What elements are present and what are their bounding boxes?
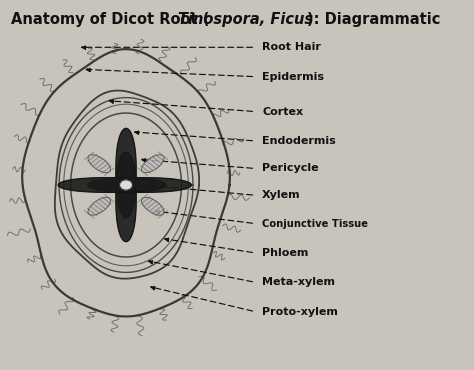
Text: Phloem: Phloem — [262, 248, 309, 258]
Text: Cortex: Cortex — [262, 107, 303, 117]
Ellipse shape — [142, 197, 164, 215]
Ellipse shape — [88, 155, 110, 173]
Ellipse shape — [142, 155, 164, 173]
Circle shape — [120, 180, 132, 190]
Text: Root Hair: Root Hair — [262, 42, 321, 52]
Text: Proto-xylem: Proto-xylem — [262, 307, 338, 317]
Polygon shape — [116, 128, 136, 218]
Ellipse shape — [88, 197, 110, 215]
Text: Epidermis: Epidermis — [262, 72, 324, 82]
Text: Pericycle: Pericycle — [262, 164, 319, 174]
Text: Meta-xylem: Meta-xylem — [262, 277, 335, 287]
Text: Tinospora, Ficus: Tinospora, Ficus — [178, 13, 313, 27]
Text: ): Diagrammatic: ): Diagrammatic — [308, 13, 441, 27]
Text: Conjunctive Tissue: Conjunctive Tissue — [262, 219, 368, 229]
Text: Endodermis: Endodermis — [262, 136, 336, 146]
Polygon shape — [88, 178, 191, 192]
Polygon shape — [58, 178, 165, 192]
Polygon shape — [116, 152, 136, 242]
Text: Anatomy of Dicot Root (: Anatomy of Dicot Root ( — [10, 13, 209, 27]
Text: Xylem: Xylem — [262, 190, 301, 200]
